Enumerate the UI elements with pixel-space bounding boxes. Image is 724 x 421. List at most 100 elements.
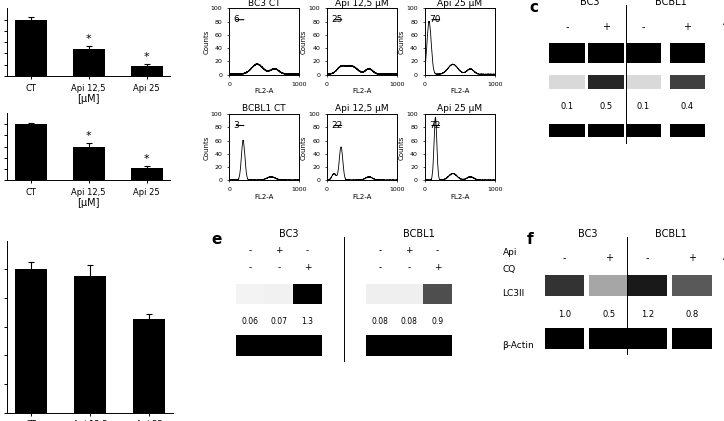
Bar (366, 335, 395, 356)
Text: BC3: BC3 (578, 229, 597, 239)
Bar (293, 284, 321, 304)
Bar (549, 43, 585, 64)
Text: PARP: PARP (723, 49, 724, 58)
Text: 1.2: 1.2 (641, 310, 654, 319)
Bar (626, 75, 662, 89)
Text: 72: 72 (429, 121, 440, 130)
Bar (14, 124, 46, 181)
X-axis label: FL2-A: FL2-A (254, 194, 274, 200)
Text: *: * (86, 34, 91, 44)
Y-axis label: Counts: Counts (203, 29, 209, 54)
Bar (264, 335, 293, 356)
Text: +: + (275, 245, 282, 255)
Text: -: - (563, 253, 566, 263)
Text: 25: 25 (332, 15, 342, 24)
Y-axis label: Counts: Counts (203, 135, 209, 160)
Bar (72, 147, 104, 181)
Text: -: - (248, 263, 252, 272)
Text: LC3II: LC3II (502, 289, 525, 298)
Bar (628, 328, 667, 349)
Bar (588, 75, 624, 89)
Text: +: + (688, 253, 696, 263)
Bar (293, 335, 321, 356)
Bar (14, 20, 46, 76)
Text: 0.5: 0.5 (602, 310, 615, 319)
Bar (131, 168, 163, 181)
Bar (395, 335, 423, 356)
Bar (131, 66, 163, 76)
X-axis label: [μM]: [μM] (77, 94, 100, 104)
Bar (588, 43, 624, 64)
Title: Api 25 μM: Api 25 μM (437, 104, 482, 114)
X-axis label: FL2-A: FL2-A (450, 194, 470, 200)
Text: BCBL1: BCBL1 (655, 0, 687, 7)
Text: *: * (144, 52, 149, 62)
Bar (626, 124, 662, 137)
Text: +: + (602, 22, 610, 32)
Bar (626, 43, 662, 64)
Text: +: + (683, 22, 691, 32)
Text: β-Actin: β-Actin (723, 126, 724, 135)
Text: -: - (436, 245, 439, 255)
Text: 3: 3 (233, 121, 239, 130)
Text: 22: 22 (332, 121, 342, 130)
Text: BCBL1: BCBL1 (403, 229, 435, 239)
Text: -: - (565, 22, 569, 32)
Text: +: + (605, 253, 613, 263)
Bar (589, 275, 629, 296)
Bar (544, 275, 584, 296)
Text: BCBL1: BCBL1 (654, 229, 686, 239)
Text: 0.07: 0.07 (270, 317, 287, 326)
Text: 0.1: 0.1 (560, 102, 573, 111)
Bar (589, 328, 629, 349)
Text: 0.08: 0.08 (400, 317, 417, 326)
Text: -: - (277, 263, 280, 272)
Text: BC3: BC3 (279, 229, 299, 239)
Text: f: f (526, 232, 533, 247)
Text: -: - (306, 245, 309, 255)
Text: 6: 6 (233, 15, 239, 24)
Text: BC3: BC3 (580, 0, 599, 7)
Text: *: * (144, 154, 149, 164)
Text: β-Actin: β-Actin (502, 341, 534, 350)
Bar (670, 124, 705, 137)
Bar (544, 328, 584, 349)
Bar (366, 284, 395, 304)
Y-axis label: Counts: Counts (399, 135, 405, 160)
Title: Api 25 μM: Api 25 μM (437, 0, 482, 8)
X-axis label: FL2-A: FL2-A (254, 88, 274, 94)
X-axis label: FL2-A: FL2-A (450, 88, 470, 94)
Bar (132, 320, 165, 413)
Bar (72, 49, 104, 76)
Title: BCBL1 CT: BCBL1 CT (243, 104, 286, 114)
Y-axis label: Counts: Counts (301, 135, 307, 160)
Text: 70: 70 (429, 15, 441, 24)
X-axis label: [μM]: [μM] (77, 198, 100, 208)
Bar (395, 284, 423, 304)
Bar (423, 284, 452, 304)
Text: 0.08: 0.08 (371, 317, 389, 326)
Text: +: + (303, 263, 311, 272)
Title: Api 12,5 μM: Api 12,5 μM (335, 104, 389, 114)
Bar (74, 277, 106, 413)
Y-axis label: Counts: Counts (301, 29, 307, 54)
Text: Api: Api (502, 248, 517, 257)
Title: BC3 CT: BC3 CT (248, 0, 280, 8)
Bar (672, 275, 712, 296)
Text: e: e (211, 232, 222, 247)
Text: +: + (434, 263, 441, 272)
Text: 0.5: 0.5 (599, 102, 613, 111)
Bar (264, 284, 293, 304)
Text: -: - (646, 253, 649, 263)
Text: 0.8: 0.8 (686, 310, 699, 319)
Text: -: - (407, 263, 411, 272)
Bar (236, 335, 264, 356)
Text: 0.1: 0.1 (637, 102, 650, 111)
Bar (423, 335, 452, 356)
Text: c: c (529, 0, 539, 15)
Text: CQ: CQ (502, 265, 515, 274)
Text: 0.06: 0.06 (242, 317, 258, 326)
Text: -: - (379, 245, 382, 255)
Bar (628, 275, 667, 296)
Y-axis label: Counts: Counts (399, 29, 405, 54)
